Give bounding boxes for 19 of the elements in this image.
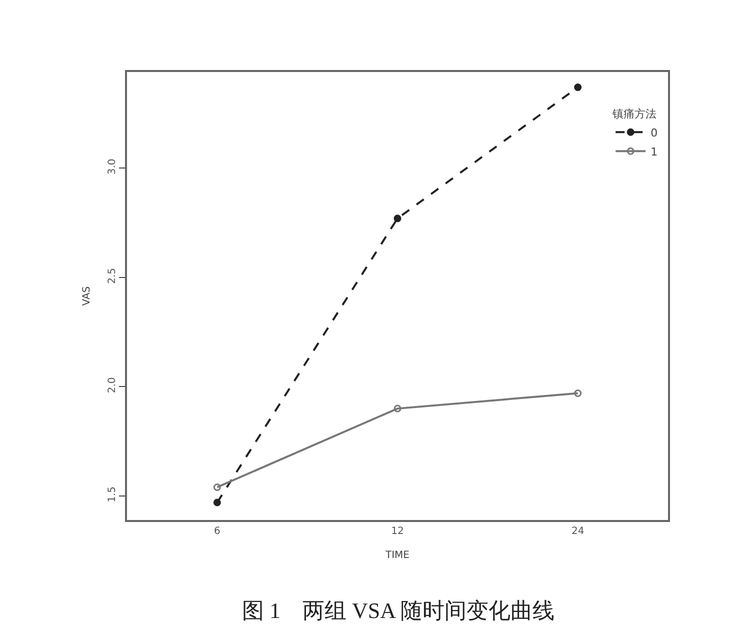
point (394, 214, 402, 222)
y-tick-label: 2.0 (107, 377, 118, 394)
y-tick-label: 2.5 (107, 268, 118, 284)
point (213, 483, 221, 491)
x-axis-title: TIME (384, 550, 410, 561)
legend-label: 1 (650, 145, 658, 158)
legend-label: 0 (650, 126, 658, 140)
x-tick-label: 6 (214, 526, 220, 537)
y-axis-title: VAS (82, 286, 92, 306)
point (574, 390, 582, 397)
y-tick-label: 1.5 (107, 486, 118, 502)
point (213, 498, 221, 506)
x-tick-label: 12 (391, 526, 404, 537)
x-tick-label: 24 (571, 526, 584, 537)
legend-title: 镇痛方法 (612, 108, 657, 121)
caption: 图 1 两组 VSA 随时间变化曲线 (242, 598, 554, 623)
point (394, 404, 402, 412)
point (574, 84, 582, 92)
y-tick-label: 3.0 (107, 158, 118, 175)
